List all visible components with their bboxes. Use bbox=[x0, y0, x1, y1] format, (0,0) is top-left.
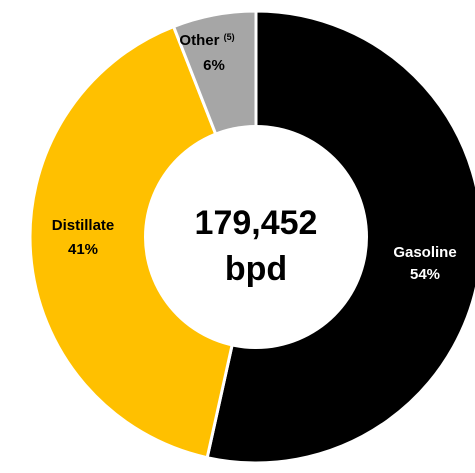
donut-hole bbox=[144, 125, 368, 349]
gasoline-slice-name: Gasoline bbox=[393, 244, 456, 261]
distillate-slice-name: Distillate bbox=[52, 217, 115, 234]
other-slice-percent: 6% bbox=[203, 57, 225, 74]
center-unit: bpd bbox=[225, 250, 287, 288]
gasoline-slice-percent: 54% bbox=[410, 266, 440, 283]
center-value: 179,452 bbox=[195, 204, 318, 242]
other-slice-name: Other (5) bbox=[179, 32, 234, 49]
distillate-slice bbox=[28, 24, 258, 460]
distillate-slice-percent: 41% bbox=[68, 241, 98, 258]
